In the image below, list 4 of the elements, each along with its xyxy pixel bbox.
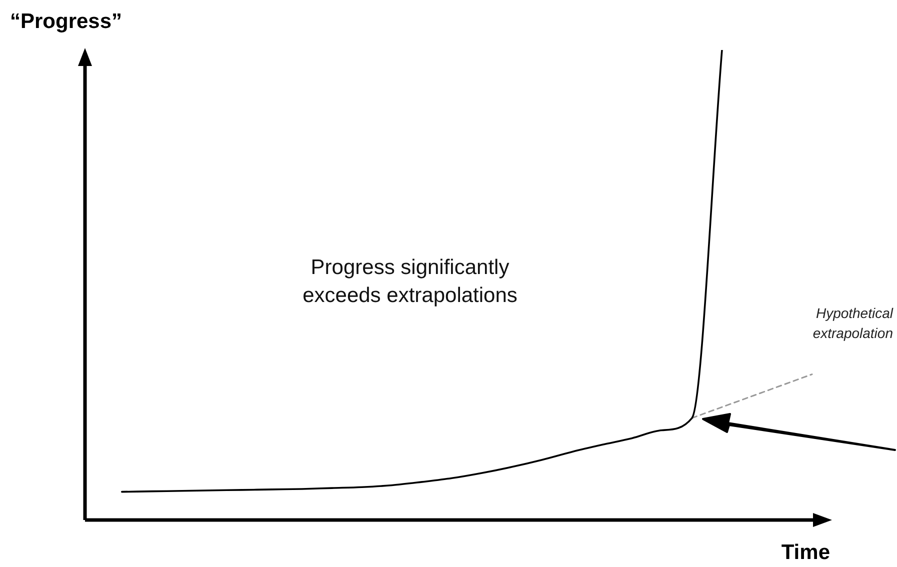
- annotation: Progress significantly exceeds extrapolations: [302, 256, 518, 307]
- text: Hypothetical extrapolation: [812, 305, 894, 342]
- x-axis-title: Time: [781, 540, 830, 564]
- y-axis-title: “Progress”: [10, 10, 122, 33]
